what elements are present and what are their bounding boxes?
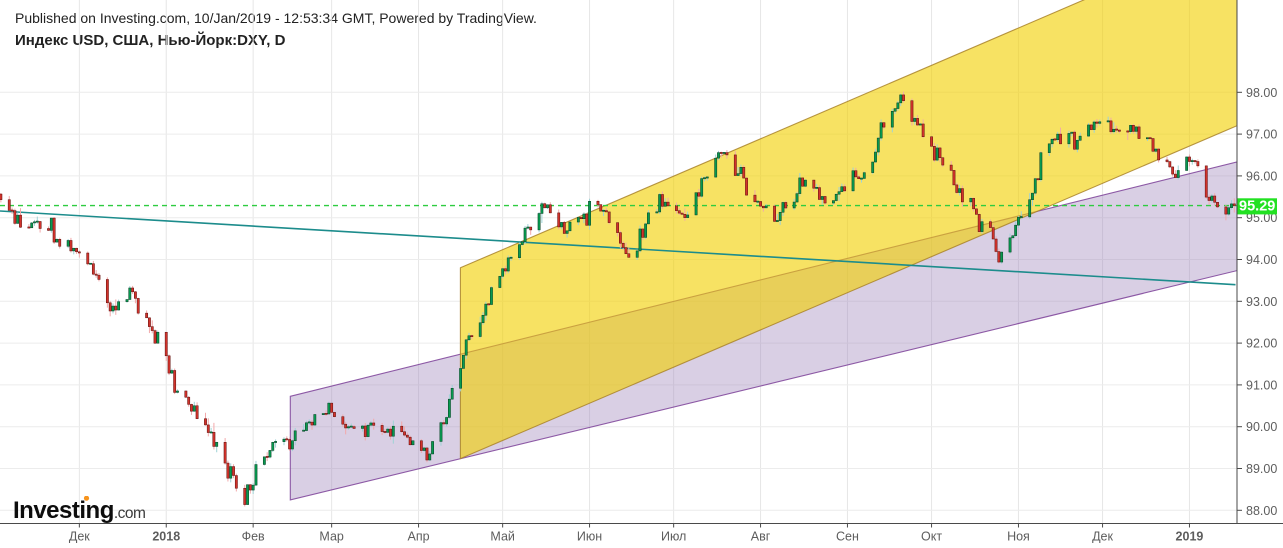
svg-text:Апр: Апр	[408, 530, 430, 544]
svg-text:98.00: 98.00	[1246, 86, 1277, 100]
svg-text:94.00: 94.00	[1246, 253, 1277, 267]
svg-text:Ноя: Ноя	[1007, 530, 1030, 544]
svg-text:Июл: Июл	[661, 530, 686, 544]
svg-text:Investing.com: Investing.com	[13, 497, 145, 524]
svg-text:2019: 2019	[1176, 530, 1204, 544]
svg-text:2018: 2018	[152, 530, 180, 544]
svg-text:89.00: 89.00	[1246, 462, 1277, 476]
svg-text:Мар: Мар	[319, 530, 344, 544]
svg-text:97.00: 97.00	[1246, 128, 1277, 142]
svg-text:90.00: 90.00	[1246, 420, 1277, 434]
svg-text:88.00: 88.00	[1246, 504, 1277, 518]
svg-text:92.00: 92.00	[1246, 337, 1277, 351]
svg-text:Фев: Фев	[242, 530, 265, 544]
svg-text:Июн: Июн	[577, 530, 602, 544]
svg-text:Сен: Сен	[836, 530, 859, 544]
svg-text:Май: Май	[490, 530, 515, 544]
svg-text:96.00: 96.00	[1246, 169, 1277, 183]
svg-text:Окт: Окт	[921, 530, 942, 544]
svg-text:95.29: 95.29	[1239, 198, 1275, 214]
svg-text:Авг: Авг	[751, 530, 771, 544]
svg-text:93.00: 93.00	[1246, 295, 1277, 309]
svg-text:Дек: Дек	[1092, 530, 1113, 544]
svg-text:91.00: 91.00	[1246, 378, 1277, 392]
svg-text:Дек: Дек	[69, 530, 90, 544]
